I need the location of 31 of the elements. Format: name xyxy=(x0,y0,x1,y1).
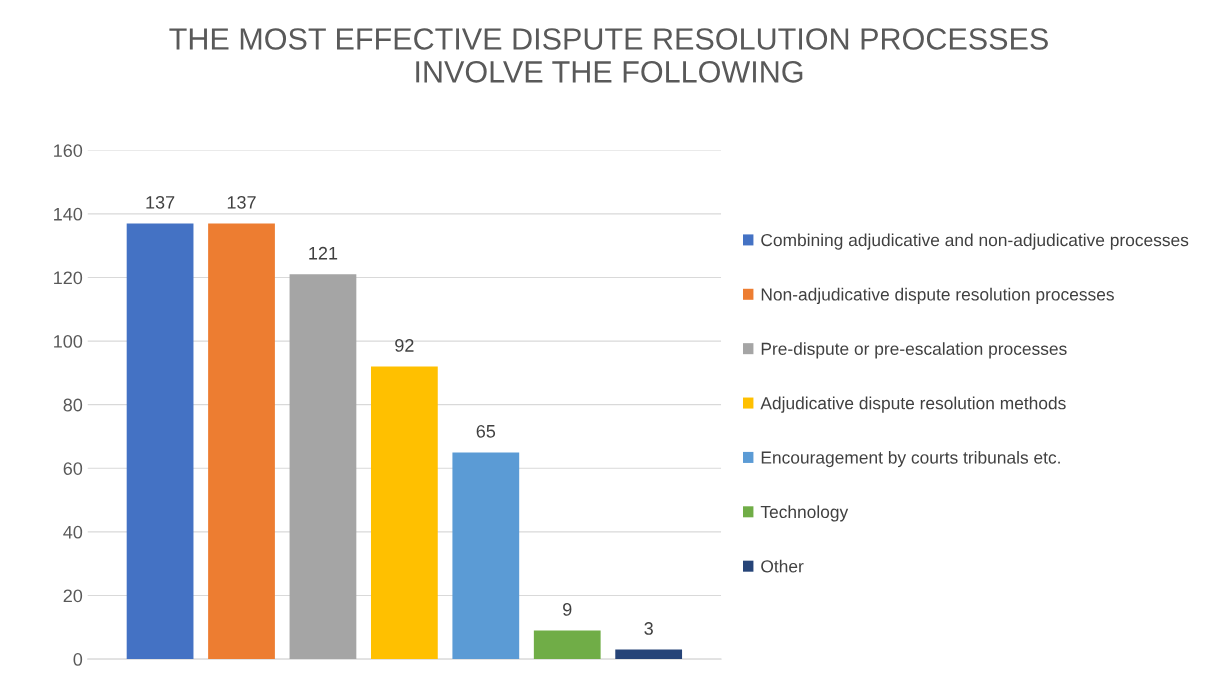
bar xyxy=(208,223,275,660)
bar xyxy=(452,452,520,660)
legend-label: Technology xyxy=(760,505,849,522)
legend-label: Combining adjudicative and non-adjudicative processes xyxy=(761,233,1189,250)
y-tick-label: 0 xyxy=(73,653,83,666)
chart-title: THE MOST EFFECTIVE DISPUTE RESOLUTION PROCESSES INVOLVE THE FOLLOWING xyxy=(169,28,1048,83)
y-tick-label: 20 xyxy=(63,589,83,603)
data-label: 121 xyxy=(309,246,338,260)
y-tick-label: 140 xyxy=(54,207,83,221)
data-label: 3 xyxy=(644,622,653,635)
bar xyxy=(615,649,683,660)
bar xyxy=(289,274,357,660)
data-label: 9 xyxy=(563,603,572,616)
data-label: 65 xyxy=(476,424,496,438)
bar xyxy=(370,366,438,660)
legend-label: Pre-dispute or pre-escalation processes xyxy=(761,342,1067,359)
y-tick-label: 100 xyxy=(54,335,83,348)
bar xyxy=(126,223,194,660)
y-tick-label: 160 xyxy=(54,144,83,157)
y-tick-label: 120 xyxy=(54,271,83,285)
data-label: 92 xyxy=(395,339,414,352)
legend-label: Other xyxy=(761,559,804,573)
legend-label: Non-adjudicative dispute resolution processes xyxy=(761,287,1114,305)
data-label: 137 xyxy=(227,195,256,209)
bar xyxy=(533,630,601,660)
legend-label: Encouragement by courts tribunals etc. xyxy=(761,450,1060,468)
y-tick-label: 60 xyxy=(63,462,83,475)
legend-label: Adjudicative dispute resolution methods xyxy=(760,396,1066,413)
y-tick-label: 40 xyxy=(63,525,83,539)
y-tick-label: 80 xyxy=(63,398,83,412)
data-label: 137 xyxy=(146,195,175,209)
